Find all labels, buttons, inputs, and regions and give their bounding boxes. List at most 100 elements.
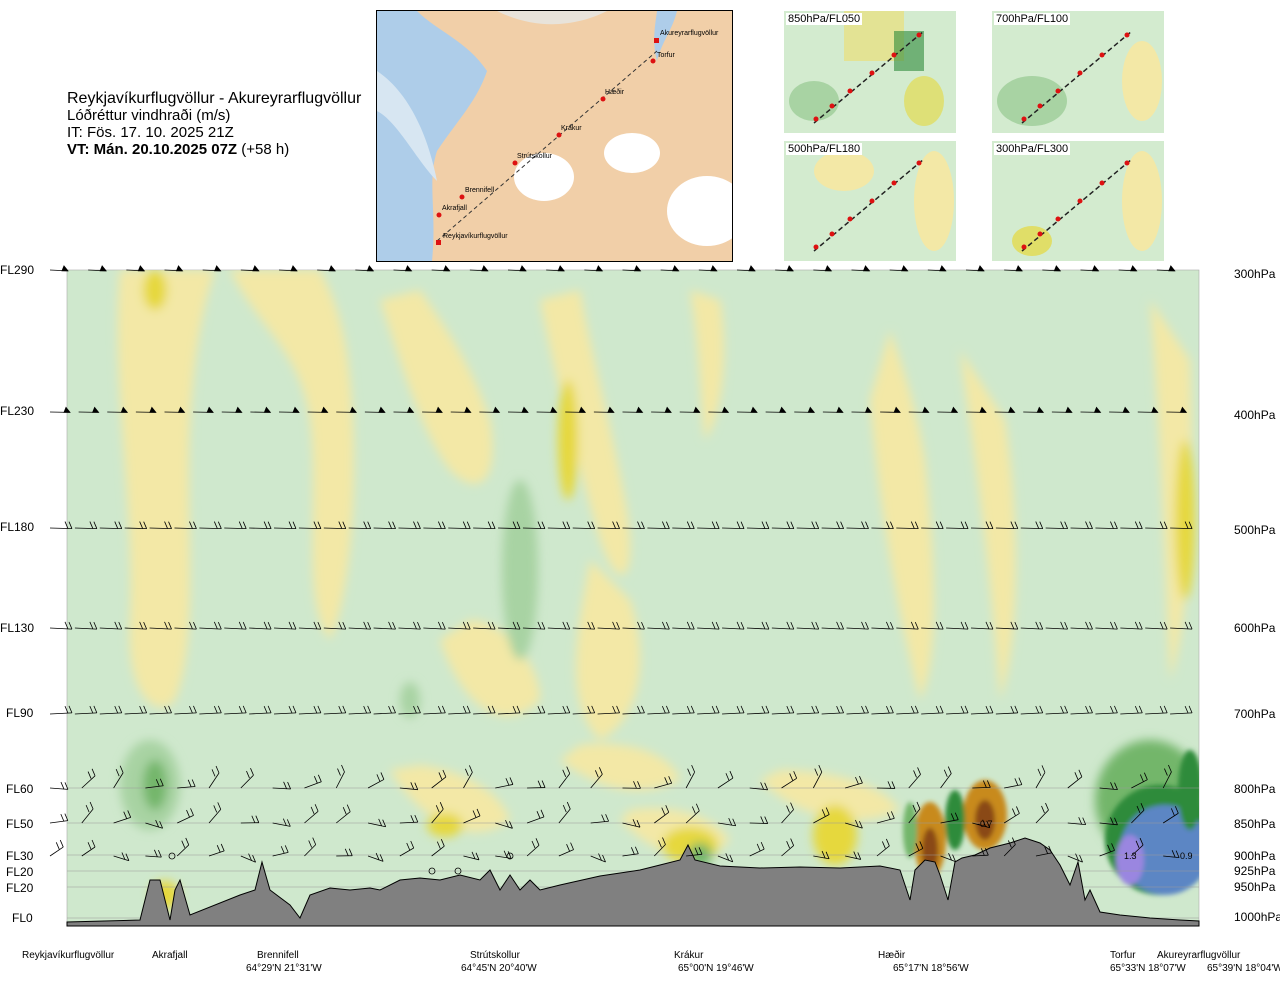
wind-barb-feather [859, 775, 863, 784]
wind-barb-feather [789, 773, 794, 781]
wind-barb-feather [861, 621, 865, 630]
wind-barb-feather [348, 848, 353, 856]
wind-barb-feather [786, 521, 791, 529]
wind-barb-feather [890, 811, 895, 819]
wind-barb-feather [541, 521, 546, 529]
wind-barb-feather [115, 768, 120, 777]
wind-barb [1004, 784, 1022, 789]
wind-barb [208, 772, 220, 789]
wind-barb [495, 822, 513, 829]
wind-barb-feather [388, 521, 392, 529]
wind-barb-feather [1064, 705, 1068, 714]
pressure-label: 500hPa [1234, 523, 1276, 537]
location-label: Reykjavíkurflugvöllur [22, 950, 115, 961]
wind-barb [1131, 809, 1145, 824]
wind-barb [124, 527, 147, 530]
wind-barb [722, 712, 745, 715]
pressure-label: 950hPa [1234, 880, 1276, 894]
wind-barb-feather [1110, 521, 1114, 529]
wind-barb [717, 777, 734, 789]
wind-barb-feather [790, 521, 795, 529]
wind-barb-feather [1184, 705, 1189, 714]
wind-barb [145, 822, 163, 829]
wind-barb-feather [1134, 521, 1139, 529]
wind-barb-feather [280, 846, 285, 854]
wind-barb-feather [986, 820, 991, 828]
wind-barb-feather [636, 820, 641, 828]
wind-barb-feather [168, 521, 172, 529]
wind-barb-feather [440, 839, 445, 847]
wind-barb-feather [118, 521, 123, 529]
fl-label: FL20 [6, 881, 34, 895]
wind-barb-feather [939, 705, 944, 714]
wind-barb-flag [99, 265, 107, 272]
wind-barb-feather [765, 521, 770, 529]
pressure-label: 1000hPa [1234, 910, 1280, 924]
wind-barb-feather [913, 770, 917, 778]
wind-barb-flag [633, 265, 642, 272]
wind-barb [1095, 712, 1118, 715]
wind-barb-feather [313, 776, 318, 784]
wind-barb [335, 811, 351, 824]
wind-barb [149, 712, 172, 715]
wind-barb [145, 855, 162, 858]
fl-label: FL130 [0, 621, 35, 635]
pressure-label: 925hPa [1234, 864, 1276, 878]
wind-barb-flag [63, 406, 71, 413]
wind-barb [348, 627, 371, 630]
wind-barb [697, 627, 720, 630]
wind-barb-feather [964, 621, 969, 630]
wind-barb-feather [1060, 521, 1065, 529]
wind-barb-feather [417, 521, 421, 529]
wind-barb-feather [562, 621, 567, 630]
wind-barb [249, 527, 272, 530]
wind-barb [304, 844, 316, 857]
wind-barb-feather [890, 621, 894, 630]
wind-barb-feather [435, 805, 440, 813]
wind-barb-feather [217, 521, 222, 529]
wind-barb [473, 527, 496, 530]
wind-barb-feather [85, 804, 90, 813]
location-coord: 64°29'N 21°31'W [246, 963, 322, 974]
wind-barb [1099, 822, 1118, 826]
wind-barb-flag [263, 406, 272, 413]
wind-barb-feather [886, 621, 890, 630]
wind-barb-feather [491, 521, 496, 529]
wind-barb-flag [92, 406, 100, 413]
wind-barb-feather [509, 777, 514, 785]
wind-barb-feather [1170, 808, 1175, 816]
wind-barb [590, 855, 606, 863]
wind-barb-feather [1184, 621, 1189, 630]
wind-barb [1120, 712, 1143, 715]
wind-barb-feather [811, 521, 816, 529]
wind-barb [1170, 712, 1193, 715]
calm-markers [168, 852, 514, 875]
wind-barb-feather [191, 779, 196, 787]
wind-barb-feather [437, 705, 442, 714]
wind-barb-feather [612, 621, 616, 630]
fl-label: FL50 [6, 817, 34, 831]
wind-barb-feather [143, 621, 148, 630]
wind-barb-feather [984, 848, 989, 856]
wind-barb [1170, 627, 1193, 630]
wind-barb-feather [242, 521, 247, 529]
wind-barb-feather [562, 705, 567, 714]
wind-barb-feather [308, 840, 313, 848]
wind-barb [498, 627, 521, 630]
wind-barb-feather [516, 705, 521, 714]
wind-barb-feather [658, 840, 662, 848]
wind-barb-flag [779, 406, 787, 413]
wind-barb-feather [439, 802, 444, 810]
wind-barb-feather [242, 621, 247, 630]
wind-barb-feather [637, 521, 641, 529]
wind-barb [448, 527, 471, 530]
wind-barb [921, 627, 944, 630]
wind-barb [495, 784, 514, 789]
wind-barb-flag [786, 265, 794, 272]
wind-barb-feather [537, 705, 542, 714]
fl-label: FL230 [0, 404, 35, 418]
wind-barb [572, 527, 595, 530]
wind-barb-feather [690, 621, 695, 630]
wind-barb [1162, 771, 1172, 789]
wind-barb-feather [591, 521, 596, 529]
